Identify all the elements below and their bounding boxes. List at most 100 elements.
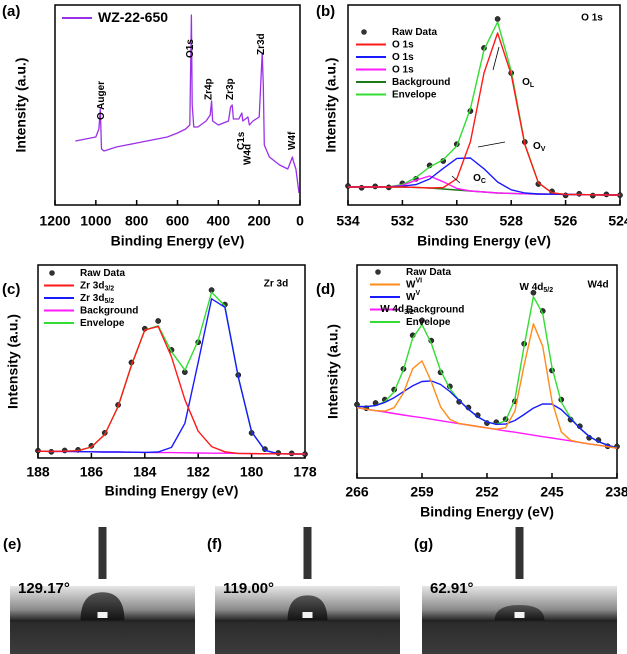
annotation: Zr3d — [256, 33, 267, 55]
x-tick-label: 532 — [391, 213, 415, 229]
x-tick-label: 266 — [345, 484, 369, 500]
droplet-highlight — [97, 612, 108, 618]
annotation-main: W 4d — [520, 282, 544, 293]
legend-entry: Zr 3d5/2 — [80, 293, 114, 306]
x-tick-label: 526 — [554, 213, 578, 229]
data-point — [589, 192, 596, 199]
annotation: OC — [473, 173, 486, 186]
legend-entry: Envelope — [80, 318, 125, 329]
legend-entry: Envelope — [392, 89, 437, 100]
annotation: W4f — [286, 131, 297, 150]
legend-entry-main: Background — [80, 305, 138, 316]
legend-swatch — [361, 29, 367, 35]
annotation-main: C1s — [235, 131, 246, 150]
contact-angle: 62.91° — [430, 580, 474, 597]
annotation: OV — [533, 141, 546, 154]
x-tick-label: 186 — [80, 464, 104, 480]
annotation: Zr4p — [203, 78, 214, 100]
annotation-sub: 3/2 — [404, 309, 414, 316]
droplet — [80, 592, 125, 621]
legend-entry-main: Raw Data — [392, 27, 437, 38]
legend-entry-sup: V — [415, 290, 420, 297]
annotation: OL — [522, 77, 535, 90]
x-tick-label: 800 — [125, 213, 149, 229]
panel-label: (a) — [2, 3, 20, 20]
x-tick-label: 200 — [247, 213, 271, 229]
needle — [303, 527, 312, 579]
annotation-main: Zr4p — [203, 78, 214, 100]
x-tick-label: 1000 — [80, 213, 111, 229]
legend-entry-main: Background — [406, 304, 464, 315]
legend-entry-main: Envelope — [406, 317, 451, 328]
legend-entry: WZ-22-650 — [98, 9, 168, 25]
annotation-main: W 4d — [380, 304, 404, 315]
series-line — [37, 325, 306, 455]
x-axis-label: Binding Energy (eV) — [417, 233, 551, 249]
annotation: O1s — [184, 39, 195, 58]
corner-label: W4d — [587, 280, 608, 291]
needle — [98, 527, 107, 579]
series-line — [75, 14, 300, 194]
legend-entry-sub: 3/2 — [104, 286, 114, 293]
annotation-main: O — [473, 173, 481, 184]
x-tick-label: 524 — [608, 213, 627, 229]
y-axis-label: Intensity (a.u.) — [325, 324, 341, 419]
annotation-main: O — [522, 77, 530, 88]
legend-entry: Raw Data — [392, 27, 437, 38]
contact-angle: 119.00° — [223, 580, 274, 597]
annotation: W 4d3/2 — [380, 304, 414, 317]
legend-entry-main: W — [406, 279, 416, 290]
x-tick-label: 245 — [540, 484, 564, 500]
data-point — [456, 398, 462, 405]
x-tick-label: 180 — [240, 464, 264, 480]
legend-entry: Background — [392, 77, 450, 88]
annotation-main: W4f — [286, 131, 297, 150]
annotation-main: W4d — [242, 144, 253, 165]
annotation: W 4d5/2 — [520, 282, 554, 295]
y-axis-label: Intensity (a.u.) — [13, 58, 29, 153]
legend-entry: O 1s — [392, 52, 414, 63]
data-point — [358, 184, 365, 191]
legend-swatch — [49, 270, 55, 276]
legend-entry: O 1s — [392, 64, 414, 75]
annotation: C1s — [235, 131, 246, 150]
leader-line — [492, 46, 500, 71]
corner-label: O 1s — [581, 13, 603, 24]
x-tick-label: 259 — [410, 484, 434, 500]
x-tick-label: 184 — [133, 464, 157, 480]
data-point — [419, 317, 425, 324]
x-axis-label: Binding Energy (eV) — [420, 504, 554, 520]
legend-entry: Background — [80, 305, 138, 316]
x-tick-label: 178 — [293, 464, 317, 480]
annotation-sub: V — [541, 146, 546, 153]
series-line — [37, 291, 306, 455]
annotation-sub: C — [481, 178, 486, 185]
legend-entry-sup: VI — [415, 278, 422, 285]
needle — [515, 527, 524, 579]
x-tick-label: 528 — [500, 213, 524, 229]
x-tick-label: 188 — [26, 464, 50, 480]
legend-entry-main: O 1s — [392, 39, 414, 50]
series-line — [356, 323, 618, 449]
photo-label: (f) — [207, 536, 222, 553]
droplet-highlight — [302, 612, 313, 618]
droplet-highlight — [514, 612, 525, 618]
legend-entry: Background — [406, 304, 464, 315]
x-axis-label: Binding Energy (eV) — [105, 483, 239, 499]
annotation: O Auger — [96, 81, 107, 120]
x-tick-label: 182 — [187, 464, 211, 480]
legend-entry-sub: 5/2 — [104, 298, 114, 305]
data-point — [345, 183, 351, 189]
panel-label: (c) — [2, 281, 20, 298]
annotation-main: O1s — [184, 39, 195, 58]
droplet — [287, 595, 328, 621]
annotation-main: O Auger — [96, 81, 107, 120]
legend-entry-main: Envelope — [80, 318, 125, 329]
legend-entry-main: O 1s — [392, 64, 414, 75]
legend-entry-main: Zr 3d — [80, 280, 104, 291]
legend-entry: Raw Data — [406, 267, 451, 278]
legend-entry: Envelope — [406, 317, 451, 328]
legend-entry-main: Raw Data — [80, 268, 125, 279]
annotation: W4d — [242, 144, 253, 165]
